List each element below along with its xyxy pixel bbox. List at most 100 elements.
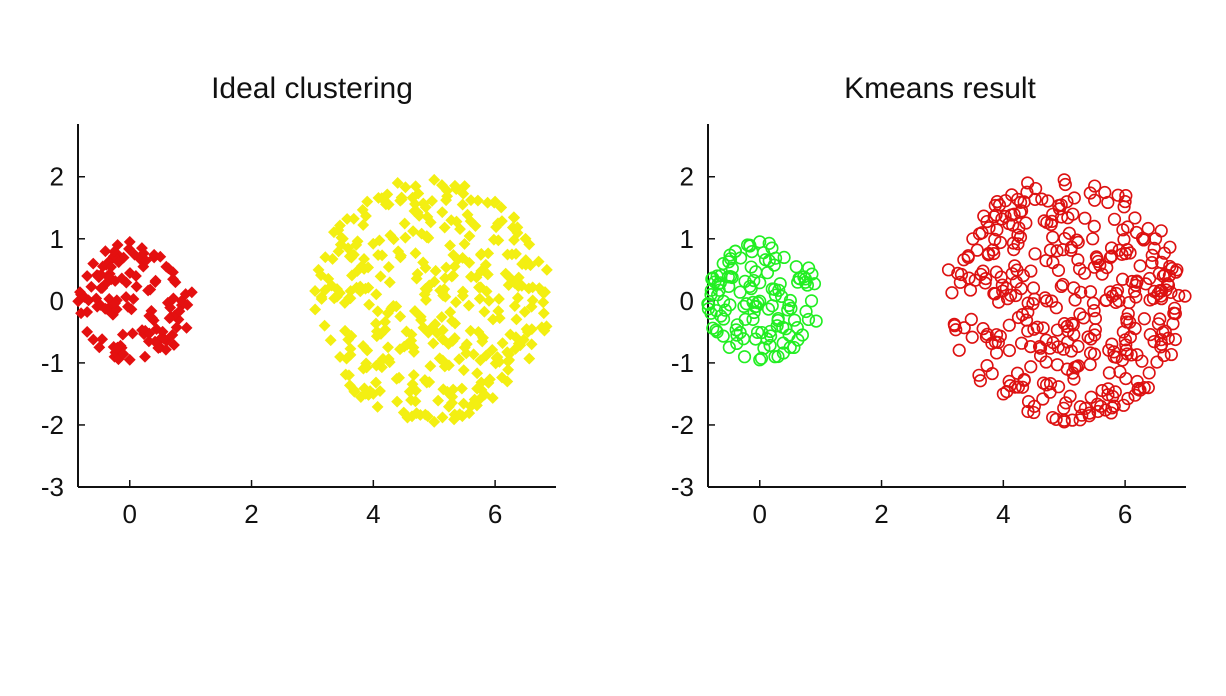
y-tick-label: -3	[41, 472, 64, 502]
data-point	[343, 379, 356, 392]
data-point	[115, 272, 128, 285]
data-point	[185, 286, 198, 299]
data-point	[516, 258, 529, 270]
data-point	[415, 227, 428, 240]
data-point	[1027, 399, 1041, 413]
data-point	[105, 261, 117, 273]
y-tick-label: 1	[50, 224, 64, 254]
data-point	[807, 277, 822, 291]
x-tick-label: 4	[996, 499, 1010, 529]
data-point	[704, 288, 718, 302]
data-point	[458, 238, 471, 250]
data-point	[126, 327, 139, 340]
data-point	[406, 191, 419, 204]
data-point	[1125, 274, 1139, 289]
data-point	[1011, 192, 1025, 206]
data-point	[723, 252, 738, 266]
data-point	[1000, 384, 1014, 399]
data-point	[763, 324, 777, 339]
data-point	[139, 350, 151, 363]
data-point	[753, 276, 767, 290]
data-point	[450, 296, 462, 309]
data-point	[400, 325, 413, 338]
data-point	[150, 323, 163, 336]
series-0	[72, 235, 198, 366]
data-point	[952, 343, 966, 357]
data-point	[391, 177, 404, 189]
data-point	[1121, 391, 1135, 406]
data-point	[424, 216, 437, 229]
data-point	[149, 335, 161, 348]
data-point	[1083, 186, 1097, 200]
data-point	[511, 221, 524, 234]
data-point	[1051, 263, 1066, 277]
data-point	[99, 245, 112, 258]
data-point	[144, 283, 157, 296]
data-point	[965, 330, 979, 344]
data-point	[486, 392, 499, 404]
data-point	[426, 195, 438, 207]
data-point	[408, 305, 421, 317]
data-point	[526, 294, 539, 307]
data-point	[760, 266, 775, 280]
data-point	[1036, 376, 1051, 390]
data-point	[1119, 372, 1133, 386]
data-point	[419, 261, 432, 274]
data-point	[370, 330, 383, 343]
data-point	[130, 280, 143, 293]
data-point	[487, 233, 500, 246]
data-point	[1002, 374, 1016, 388]
data-point	[464, 324, 477, 337]
data-point	[1123, 246, 1137, 260]
data-point	[1012, 221, 1026, 235]
data-point	[1146, 291, 1161, 306]
data-point	[1109, 295, 1123, 309]
data-point	[1168, 301, 1182, 315]
data-point	[1033, 349, 1048, 363]
data-point	[1024, 360, 1038, 374]
data-point	[440, 194, 453, 207]
data-point	[449, 317, 462, 330]
data-point	[1145, 248, 1159, 262]
ideal-clustering-panel: Ideal clustering 0 2 4 6 2 1 0 -1 -2 -3	[41, 72, 556, 529]
data-point	[769, 251, 783, 265]
data-point	[167, 273, 179, 286]
data-point	[374, 270, 387, 283]
data-point	[783, 293, 797, 308]
data-point	[523, 238, 536, 251]
data-point	[523, 352, 536, 365]
data-point	[1043, 385, 1057, 399]
x-tick-label: 2	[244, 499, 258, 529]
chart-title: Ideal clustering	[211, 72, 413, 105]
data-point	[170, 321, 183, 334]
data-point	[1168, 332, 1182, 347]
data-point	[991, 335, 1005, 350]
data-point	[394, 310, 407, 323]
data-point	[996, 284, 1010, 298]
data-point	[480, 349, 493, 362]
data-point	[143, 309, 156, 322]
data-point	[509, 277, 521, 290]
data-point	[805, 267, 819, 281]
data-point	[446, 397, 458, 409]
data-point	[324, 334, 337, 347]
data-point	[1043, 341, 1057, 355]
data-point	[480, 285, 493, 298]
data-point	[1024, 264, 1038, 278]
x-tick-label: 4	[366, 499, 380, 529]
data-point	[478, 388, 491, 401]
data-point	[435, 179, 448, 192]
data-point	[1002, 343, 1017, 358]
data-point	[486, 343, 499, 356]
data-point	[379, 323, 392, 336]
data-point	[1064, 243, 1078, 257]
data-point	[1168, 307, 1182, 321]
data-point	[350, 238, 363, 251]
data-point	[478, 305, 491, 318]
data-point	[123, 353, 136, 366]
data-point	[784, 301, 798, 315]
data-point	[776, 346, 790, 360]
data-point	[1035, 192, 1049, 206]
data-point	[407, 225, 419, 238]
data-point	[428, 275, 441, 288]
